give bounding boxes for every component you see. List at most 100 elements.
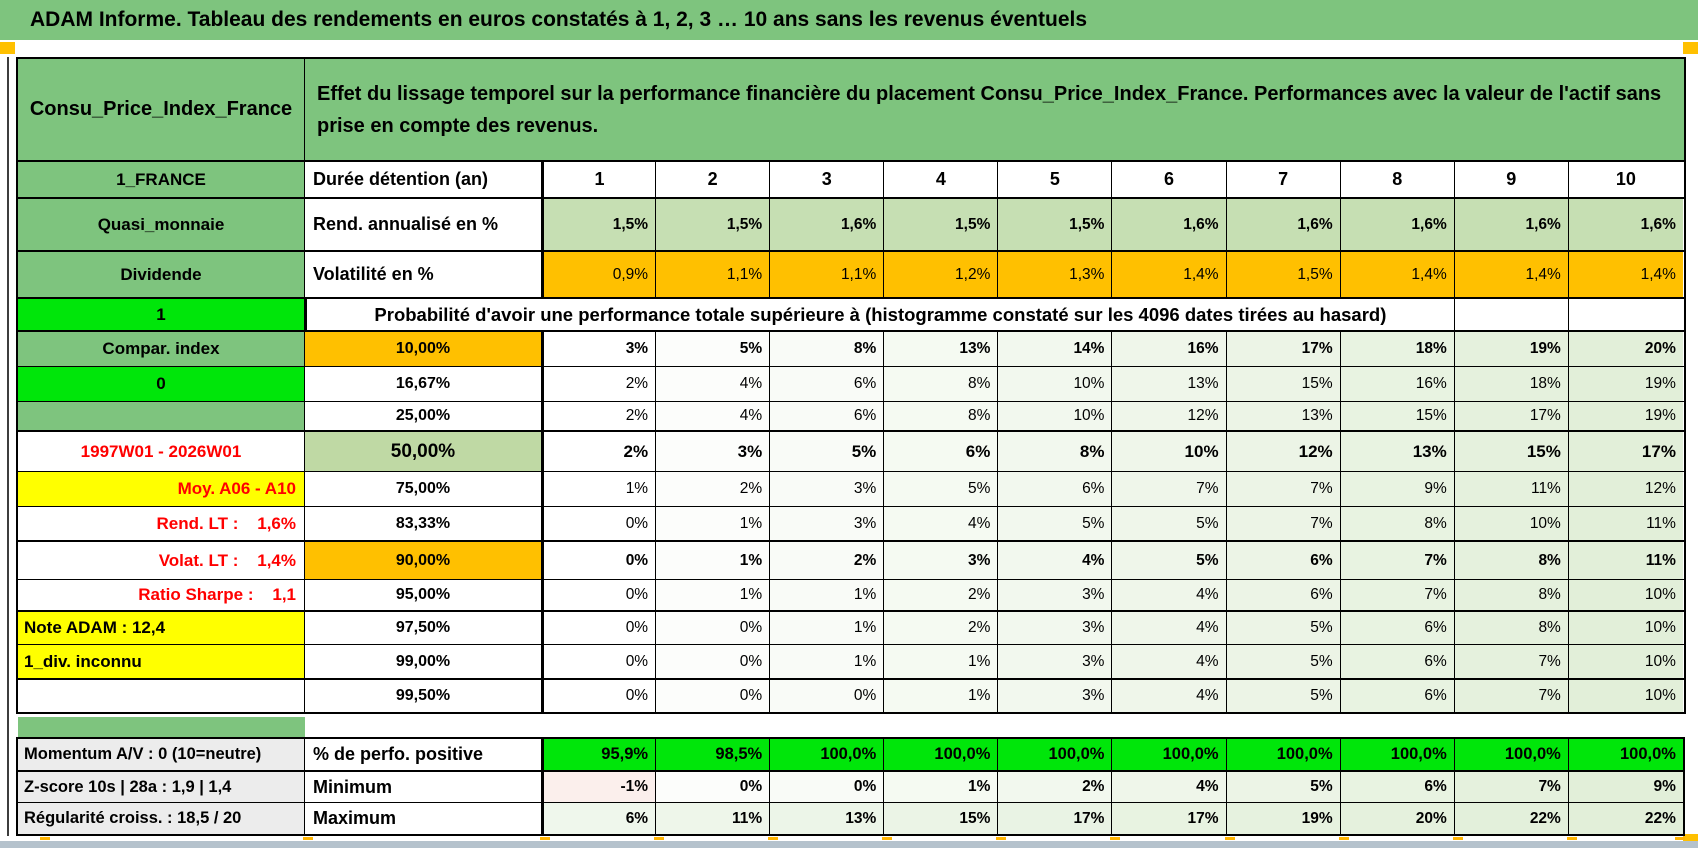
value-cell[interactable]: 4% (1112, 645, 1227, 678)
value-cell[interactable]: 100,0% (1454, 739, 1569, 770)
value-cell[interactable]: 6% (1226, 542, 1341, 579)
duration-label-cell[interactable]: Durée détention (an) (305, 162, 542, 197)
value-cell[interactable]: 6% (884, 432, 999, 471)
value-cell[interactable]: 1% (770, 645, 885, 678)
value-cell[interactable]: 3% (656, 432, 771, 471)
year-header-cell[interactable]: 7 (1227, 162, 1341, 197)
value-cell[interactable]: 5% (998, 507, 1113, 540)
value-cell[interactable]: 100,0% (770, 739, 885, 770)
value-cell[interactable]: 95,9% (542, 739, 657, 770)
value-cell[interactable]: 3% (884, 542, 999, 579)
value-cell[interactable]: 13% (1226, 402, 1341, 430)
threshold-cell[interactable]: 83,33% (305, 507, 542, 540)
value-cell[interactable]: 3% (542, 332, 657, 366)
value-cell[interactable]: 2% (770, 542, 885, 579)
value-cell[interactable]: 4% (656, 402, 771, 430)
long-term-volatility-cell[interactable]: Volat. LT : 1,4% (18, 542, 305, 579)
value-cell[interactable]: 5% (1226, 645, 1341, 678)
dividend-cell[interactable]: Dividende (18, 252, 305, 297)
value-cell[interactable]: 1,2% (884, 252, 999, 297)
value-cell[interactable]: 2% (884, 580, 999, 610)
value-cell[interactable]: 11% (1568, 507, 1683, 540)
year-header-cell[interactable]: 3 (770, 162, 885, 197)
value-cell[interactable]: 6% (1340, 772, 1455, 802)
value-cell[interactable]: 1% (542, 472, 657, 506)
quasi-money-cell[interactable]: Quasi_monnaie (18, 199, 305, 250)
value-cell[interactable]: 10% (998, 367, 1113, 401)
period-range-cell[interactable]: 1997W01 - 2026W01 (18, 432, 305, 471)
value-cell[interactable]: 3% (770, 472, 885, 506)
value-cell[interactable]: 5% (1226, 680, 1341, 712)
value-cell[interactable]: 22% (1568, 803, 1683, 834)
value-cell[interactable]: 13% (770, 803, 885, 834)
value-cell[interactable]: 4% (1112, 580, 1227, 610)
value-cell[interactable]: 1,5% (884, 199, 999, 250)
value-cell[interactable]: 2% (542, 432, 657, 471)
value-cell[interactable]: 100,0% (1226, 739, 1341, 770)
left-label-cell[interactable]: 1_FRANCE (18, 162, 305, 197)
value-cell[interactable]: 8% (998, 432, 1113, 471)
value-cell[interactable]: 100,0% (884, 739, 999, 770)
value-cell[interactable]: 19% (1568, 402, 1683, 430)
value-cell[interactable]: 2% (998, 772, 1113, 802)
threshold-cell[interactable]: 50,00% (305, 432, 542, 471)
momentum-label-cell[interactable]: Momentum A/V : 0 (10=neutre) (18, 739, 305, 770)
value-cell[interactable]: 1% (770, 580, 885, 610)
value-cell[interactable]: 0% (542, 612, 657, 644)
value-cell[interactable]: 6% (1226, 580, 1341, 610)
value-cell[interactable]: 0% (770, 680, 885, 712)
value-cell[interactable]: 11% (656, 803, 771, 834)
year-header-cell[interactable]: 1 (542, 162, 657, 197)
value-cell[interactable]: 18% (1454, 367, 1569, 401)
value-cell[interactable]: 0% (542, 507, 657, 540)
value-cell[interactable]: 0% (542, 680, 657, 712)
value-cell[interactable]: 7% (1454, 680, 1569, 712)
value-cell[interactable]: 98,5% (656, 739, 771, 770)
year-header-cell[interactable]: 2 (656, 162, 771, 197)
value-cell[interactable]: 10% (1568, 612, 1683, 644)
value-cell[interactable]: 4% (1112, 612, 1227, 644)
value-cell[interactable]: 5% (1112, 542, 1227, 579)
value-cell[interactable]: 1,6% (1112, 199, 1227, 250)
value-cell[interactable]: -1% (542, 772, 657, 802)
value-cell[interactable]: 1,6% (1454, 199, 1569, 250)
sharpe-ratio-cell[interactable]: Ratio Sharpe : 1,1 (18, 580, 305, 610)
empty-cell[interactable] (1569, 299, 1683, 330)
zscore-label-cell[interactable]: Z-score 10s | 28a : 1,9 | 1,4 (18, 772, 305, 802)
value-cell[interactable]: 7% (1112, 472, 1227, 506)
threshold-cell[interactable]: 25,00% (305, 402, 542, 430)
value-cell[interactable]: 1,6% (1568, 199, 1683, 250)
value-cell[interactable]: 20% (1568, 332, 1683, 366)
value-cell[interactable]: 4% (1112, 772, 1227, 802)
value-cell[interactable]: 10% (1568, 645, 1683, 678)
value-cell[interactable]: 1,6% (770, 199, 885, 250)
adam-score-cell[interactable]: Note ADAM : 12,4 (18, 612, 305, 644)
value-cell[interactable]: 4% (998, 542, 1113, 579)
value-cell[interactable]: 4% (656, 367, 771, 401)
threshold-cell[interactable]: 95,00% (305, 580, 542, 610)
spacer-cell[interactable] (18, 717, 305, 737)
average-note-cell[interactable]: Moy. A06 - A10 (18, 472, 305, 506)
year-header-cell[interactable]: 6 (1112, 162, 1227, 197)
empty-left-cell[interactable] (18, 402, 305, 430)
value-cell[interactable]: 3% (998, 612, 1113, 644)
threshold-cell[interactable]: 97,50% (305, 612, 542, 644)
value-cell[interactable]: 1% (884, 680, 999, 712)
value-cell[interactable]: 9% (1340, 472, 1455, 506)
value-cell[interactable]: 13% (1112, 367, 1227, 401)
value-cell[interactable]: 17% (1112, 803, 1227, 834)
metric-label-cell[interactable]: Rend. annualisé en % (305, 199, 542, 250)
value-cell[interactable]: 12% (1568, 472, 1683, 506)
value-cell[interactable]: 0% (770, 772, 885, 802)
value-cell[interactable]: 1,4% (1454, 252, 1569, 297)
value-cell[interactable]: 17% (1226, 332, 1341, 366)
threshold-cell[interactable]: 10,00% (305, 332, 542, 366)
value-cell[interactable]: 1,1% (656, 252, 771, 297)
value-cell[interactable]: 0% (542, 542, 657, 579)
threshold-cell[interactable]: 99,00% (305, 645, 542, 678)
value-cell[interactable]: 19% (1454, 332, 1569, 366)
year-header-cell[interactable]: 8 (1341, 162, 1455, 197)
value-cell[interactable]: 18% (1340, 332, 1455, 366)
dividend-note-cell[interactable]: 1_div. inconnu (18, 645, 305, 678)
value-cell[interactable]: 1,5% (1226, 252, 1341, 297)
